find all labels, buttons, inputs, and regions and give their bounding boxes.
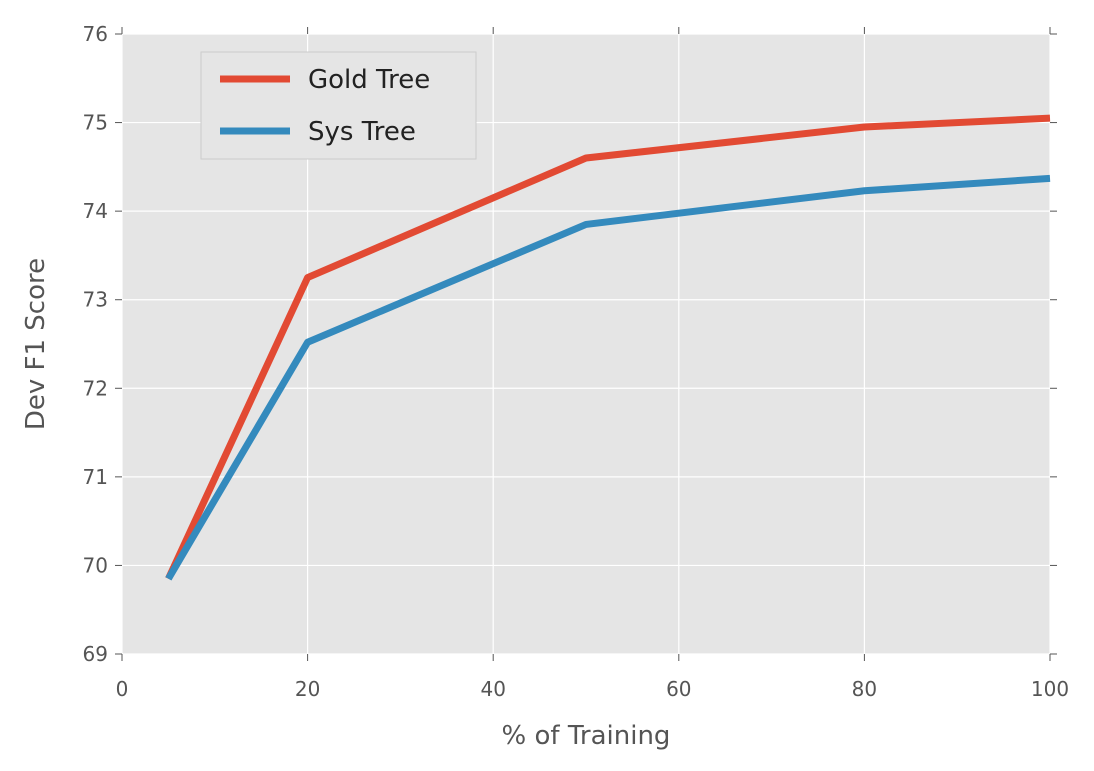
y-tick-label: 69: [83, 642, 108, 666]
y-tick-label: 72: [83, 376, 108, 400]
legend: Gold Tree Sys Tree: [200, 51, 477, 160]
x-tick-label: 40: [480, 677, 505, 701]
y-axis-label: Dev F1 Score: [21, 258, 51, 430]
y-tick-label: 75: [83, 111, 108, 135]
tick-marks: [115, 27, 1057, 661]
y-tick-labels: 69 70 71 72 73 74 75 76: [83, 22, 108, 666]
series-lines: [165, 114, 1051, 581]
x-tick-labels: 0 20 40 60 80 100: [116, 677, 1069, 701]
x-tick-label: 100: [1031, 677, 1069, 701]
x-axis-label: % of Training: [502, 721, 671, 751]
y-tick-label: 70: [83, 553, 108, 577]
x-tick-label: 80: [852, 677, 877, 701]
x-tick-label: 20: [295, 677, 320, 701]
legend-label-gold-tree: Gold Tree: [308, 65, 430, 95]
legend-label-sys-tree: Sys Tree: [308, 117, 416, 147]
y-tick-label: 74: [83, 199, 108, 223]
x-tick-label: 0: [116, 677, 129, 701]
y-tick-label: 76: [83, 22, 108, 46]
y-tick-label: 73: [83, 288, 108, 312]
gridlines: [121, 33, 1051, 655]
legend-box: [200, 51, 477, 160]
x-tick-label: 60: [666, 677, 691, 701]
y-tick-label: 71: [83, 465, 108, 489]
